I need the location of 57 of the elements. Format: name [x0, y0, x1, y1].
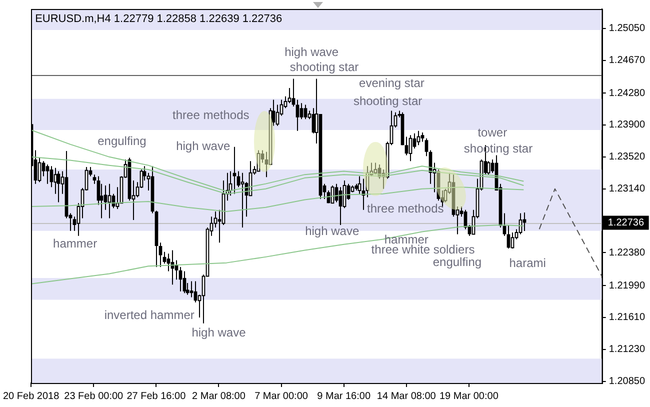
candlestick	[304, 104, 308, 120]
candlestick	[174, 260, 178, 280]
x-tick-label: 23 Feb 00:00	[64, 390, 124, 402]
candlestick	[300, 102, 304, 120]
x-tick-label: 20 Feb 2018	[2, 390, 60, 402]
x-tick-label: 7 Mar 00:00	[254, 390, 308, 402]
annotation: high wave	[284, 45, 339, 60]
candlestick	[506, 224, 510, 250]
y-tick-label: 1.23140	[608, 184, 646, 195]
y-tick-label: 1.21230	[608, 344, 646, 356]
annotation: shooting star	[290, 60, 359, 74]
candlestick	[46, 164, 50, 184]
annotation: three methods	[367, 201, 444, 216]
x-tick-label: 2 Mar 08:00	[192, 390, 246, 402]
annotation: hammer	[53, 236, 98, 251]
annotation: inverted hammer	[104, 308, 194, 322]
candlestick	[420, 132, 424, 142]
candlestick	[292, 78, 296, 107]
candlestick	[404, 136, 408, 156]
x-tick-label: 9 Mar 16:00	[317, 390, 371, 402]
y-tick-label: 1.24670	[608, 55, 646, 66]
x-tick-label: 19 Mar 00:00	[439, 390, 499, 402]
candlestick	[158, 242, 162, 268]
annotation: high wave	[192, 326, 246, 340]
annotation: evening star	[359, 76, 424, 90]
candlestick	[312, 108, 316, 134]
annotation: engulfing	[98, 134, 146, 148]
candlestick	[236, 170, 240, 188]
candlestick	[182, 270, 186, 294]
annotation: three methods	[172, 108, 250, 122]
annotation: harami	[509, 256, 546, 270]
candlestick	[56, 170, 60, 203]
ref-line-label: 1.22736	[608, 218, 644, 229]
y-tick-label: 1.20850	[608, 376, 646, 388]
candlestick	[162, 251, 166, 264]
y-tick-label: 1.22380	[608, 247, 646, 258]
y-tick-label: 1.25050	[608, 23, 646, 34]
annotation: high wave	[176, 139, 230, 154]
candlestick	[166, 253, 170, 272]
candlestick	[424, 138, 428, 157]
candlestick	[522, 212, 526, 232]
annotation: tower	[478, 126, 508, 140]
annotation: engulfing	[432, 255, 482, 270]
y-tick-label: 1.24280	[608, 88, 646, 99]
y-tick-label: 1.21990	[608, 280, 646, 292]
candlestick	[104, 184, 108, 210]
candlestick	[92, 174, 96, 184]
annotation: three white soldiers	[371, 242, 475, 257]
x-tick-label: 14 Mar 08:00	[376, 390, 436, 402]
y-tick-label: 1.23900	[608, 120, 646, 131]
annotation: shooting star	[353, 94, 422, 108]
y-tick-label: 1.23520	[608, 152, 646, 163]
y-tick-label: 1.21610	[608, 312, 646, 324]
annotation: high wave	[305, 224, 360, 238]
x-tick-label: 27 Feb 16:00	[126, 390, 186, 402]
chart-title: EURUSD.m,H4 1.22779 1.22858 1.22639 1.22736	[35, 13, 282, 26]
candlestick	[100, 183, 104, 219]
